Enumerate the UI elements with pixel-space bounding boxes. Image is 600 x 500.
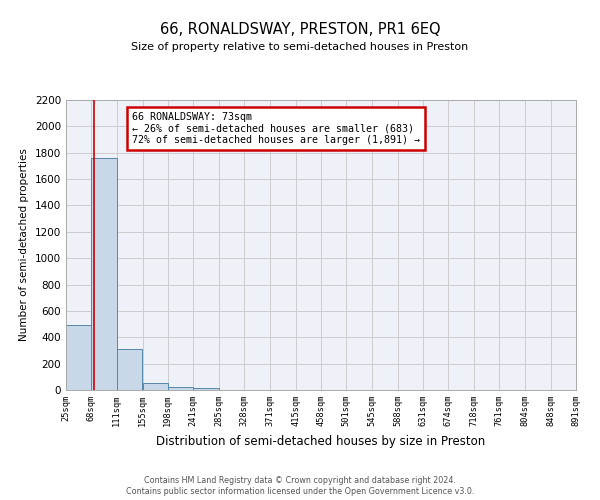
- X-axis label: Distribution of semi-detached houses by size in Preston: Distribution of semi-detached houses by …: [157, 434, 485, 448]
- Bar: [91, 158, 116, 390]
- Text: Contains public sector information licensed under the Open Government Licence v3: Contains public sector information licen…: [126, 488, 474, 496]
- Bar: [143, 384, 168, 390]
- Bar: [193, 388, 218, 390]
- Bar: [168, 386, 193, 390]
- Text: 66, RONALDSWAY, PRESTON, PR1 6EQ: 66, RONALDSWAY, PRESTON, PR1 6EQ: [160, 22, 440, 38]
- Text: Contains HM Land Registry data © Crown copyright and database right 2024.: Contains HM Land Registry data © Crown c…: [144, 476, 456, 485]
- Y-axis label: Number of semi-detached properties: Number of semi-detached properties: [19, 148, 29, 342]
- Bar: [116, 349, 142, 390]
- Text: 66 RONALDSWAY: 73sqm
← 26% of semi-detached houses are smaller (683)
72% of semi: 66 RONALDSWAY: 73sqm ← 26% of semi-detac…: [133, 112, 420, 145]
- Bar: [66, 326, 91, 390]
- Text: Size of property relative to semi-detached houses in Preston: Size of property relative to semi-detach…: [131, 42, 469, 52]
